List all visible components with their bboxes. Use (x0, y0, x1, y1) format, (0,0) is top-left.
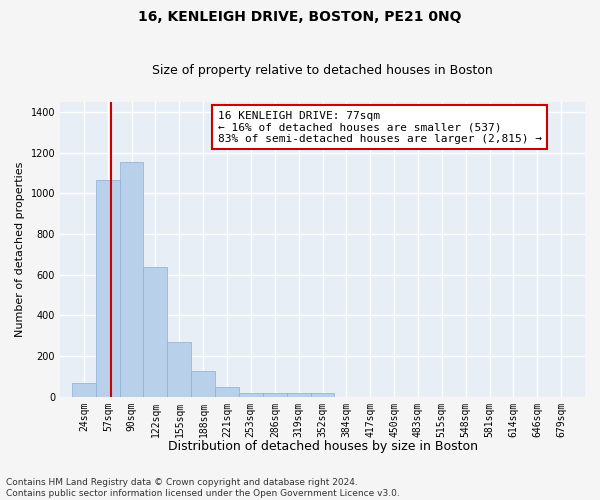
Bar (72, 384, 96, 396)
Bar (311, 393, 334, 396)
Text: 16, KENLEIGH DRIVE, BOSTON, PE21 0NQ: 16, KENLEIGH DRIVE, BOSTON, PE21 0NQ (138, 10, 462, 24)
Bar (96, 180, 120, 396)
Bar (167, 342, 191, 396)
Bar (215, 387, 239, 396)
Text: 16 KENLEIGH DRIVE: 77sqm
← 16% of detached houses are smaller (537)
83% of semi-: 16 KENLEIGH DRIVE: 77sqm ← 16% of detach… (218, 110, 542, 144)
Bar (287, 392, 311, 396)
X-axis label: Distribution of detached houses by size in Boston: Distribution of detached houses by size … (167, 440, 478, 452)
Bar (120, 162, 143, 396)
Text: Contains HM Land Registry data © Crown copyright and database right 2024.
Contai: Contains HM Land Registry data © Crown c… (6, 478, 400, 498)
Title: Size of property relative to detached houses in Boston: Size of property relative to detached ho… (152, 64, 493, 77)
Bar (143, 268, 167, 396)
Bar (263, 392, 287, 396)
Bar (239, 392, 263, 396)
Y-axis label: Number of detached properties: Number of detached properties (15, 162, 25, 337)
Bar (191, 371, 215, 396)
